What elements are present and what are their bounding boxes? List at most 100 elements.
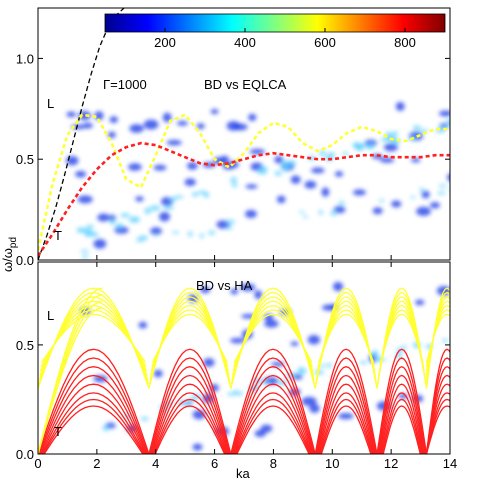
bd-density-blob — [276, 195, 286, 204]
bd-density-core — [412, 125, 422, 131]
bd-density-blob — [249, 148, 265, 155]
top-ytick-label: 0.0 — [16, 253, 34, 268]
bottom-xtick-label: 14 — [443, 456, 457, 471]
y-axis-label: ω/ωpd — [0, 237, 19, 272]
bd-density-blob — [240, 283, 256, 292]
bd-density-blob — [143, 119, 159, 130]
ha-transverse-branch — [425, 392, 450, 454]
ha-transverse-branch — [152, 392, 227, 454]
ha-transverse-branch — [38, 357, 149, 454]
bd-density-blob — [159, 211, 170, 222]
bd-density-core — [140, 416, 149, 422]
ha-transverse-branch — [150, 366, 230, 454]
ha-transverse-branch — [377, 357, 427, 454]
ha-transverse-branch — [232, 374, 314, 454]
bd-density-blob — [150, 227, 162, 235]
bd-density-core — [282, 160, 289, 166]
ha-transverse-branch — [234, 392, 312, 454]
bd-density-blob — [372, 207, 383, 215]
bd-density-blob — [383, 143, 398, 152]
bd-density-core — [81, 254, 89, 259]
colorbar-tick-label: 200 — [154, 35, 176, 50]
bd-density-core — [390, 131, 399, 137]
bd-density-blob — [455, 201, 467, 208]
bd-density-blob — [439, 110, 450, 117]
ha-transverse-branch — [425, 398, 450, 454]
bd-density-blob — [260, 424, 273, 433]
bd-density-blob — [94, 111, 104, 121]
ha-transverse-branch — [148, 348, 232, 454]
top-ytick-label: 1.0 — [16, 51, 34, 66]
bd-density-blob — [332, 281, 344, 292]
y-axis-label-main: ω/ω — [0, 248, 15, 272]
bd-density-blob — [200, 286, 211, 294]
bd-density-core — [318, 209, 324, 216]
ha-transverse-branch — [151, 383, 228, 454]
bd-density-blob — [230, 288, 239, 295]
bd-density-core — [173, 195, 184, 199]
bd-density-blob — [135, 196, 144, 202]
bd-density-core — [419, 187, 425, 193]
bd-density-blob — [248, 113, 257, 122]
bd-density-core — [80, 249, 90, 254]
gamma-label: Γ=1000 — [103, 77, 147, 92]
ha-transverse-branch — [320, 405, 372, 454]
ha-transverse-branch — [154, 405, 226, 454]
ha-longitudinal-rise — [38, 307, 103, 454]
bd-density-core — [231, 183, 238, 188]
bottom-xtick-label: 12 — [384, 456, 398, 471]
bottom-L-label: L — [47, 308, 54, 323]
bd-density-core — [454, 335, 463, 339]
bd-density-blob — [472, 117, 479, 126]
bd-density-blob — [129, 124, 144, 133]
ha-transverse-branch — [317, 374, 376, 454]
ha-transverse-branch — [425, 405, 450, 454]
bd-density-core — [464, 120, 474, 126]
y-axis-label-sub: pd — [8, 237, 19, 248]
colorbar-ticks: 200 400 600 800 — [154, 28, 416, 50]
bd-density-blob — [457, 289, 465, 294]
bd-density-core — [225, 226, 233, 231]
bd-density-blob — [334, 171, 344, 177]
bd-density-blob — [410, 157, 421, 163]
bd-density-blob — [226, 121, 241, 131]
bd-density-blob — [203, 358, 215, 367]
bd-density-blob — [254, 290, 263, 300]
bd-density-core — [355, 145, 364, 151]
bottom-xtick-label: 8 — [270, 456, 277, 471]
bd-density-core — [410, 195, 416, 199]
bd-density-core — [132, 216, 140, 223]
bottom-ytick-label: 0.5 — [16, 338, 34, 353]
ha-transverse-branch — [230, 348, 316, 454]
bd-density-blob — [166, 139, 182, 146]
ha-transverse-branch — [380, 392, 423, 454]
ha-transverse-branch — [41, 392, 146, 454]
bd-density-blob — [93, 375, 108, 383]
bd-density-blob — [421, 190, 430, 199]
ha-transverse-branch — [231, 366, 315, 454]
bd-density-core — [462, 183, 470, 188]
bd-density-core — [329, 209, 338, 217]
ha-transverse-branch — [153, 398, 227, 454]
top-plot-frame — [37, 7, 451, 261]
bd-density-blob — [93, 238, 107, 249]
bd-density-blob — [153, 164, 167, 171]
ha-transverse-branch — [381, 398, 422, 454]
ha-transverse-branch — [315, 357, 377, 454]
top-y-ticks: 0.0 0.5 1.0 — [16, 51, 450, 268]
bd-density-core — [144, 207, 152, 215]
bd-density-core — [314, 369, 325, 375]
bottom-T-label: T — [54, 424, 62, 439]
bottom-xtick-label: 6 — [211, 456, 218, 471]
ha-transverse-branch — [38, 348, 150, 454]
ha-transverse-branch — [40, 383, 146, 454]
bd-density-core — [169, 196, 177, 203]
bd-density-core — [120, 213, 131, 218]
bottom-xtick-label: 4 — [152, 456, 159, 471]
bd-density-core — [274, 170, 283, 176]
ha-transverse-branch — [233, 383, 313, 454]
ha-transverse-branch — [379, 383, 424, 454]
bd-density-blob — [186, 162, 198, 170]
ha-transverse-branch — [314, 348, 378, 454]
top-L-label: L — [47, 96, 54, 111]
